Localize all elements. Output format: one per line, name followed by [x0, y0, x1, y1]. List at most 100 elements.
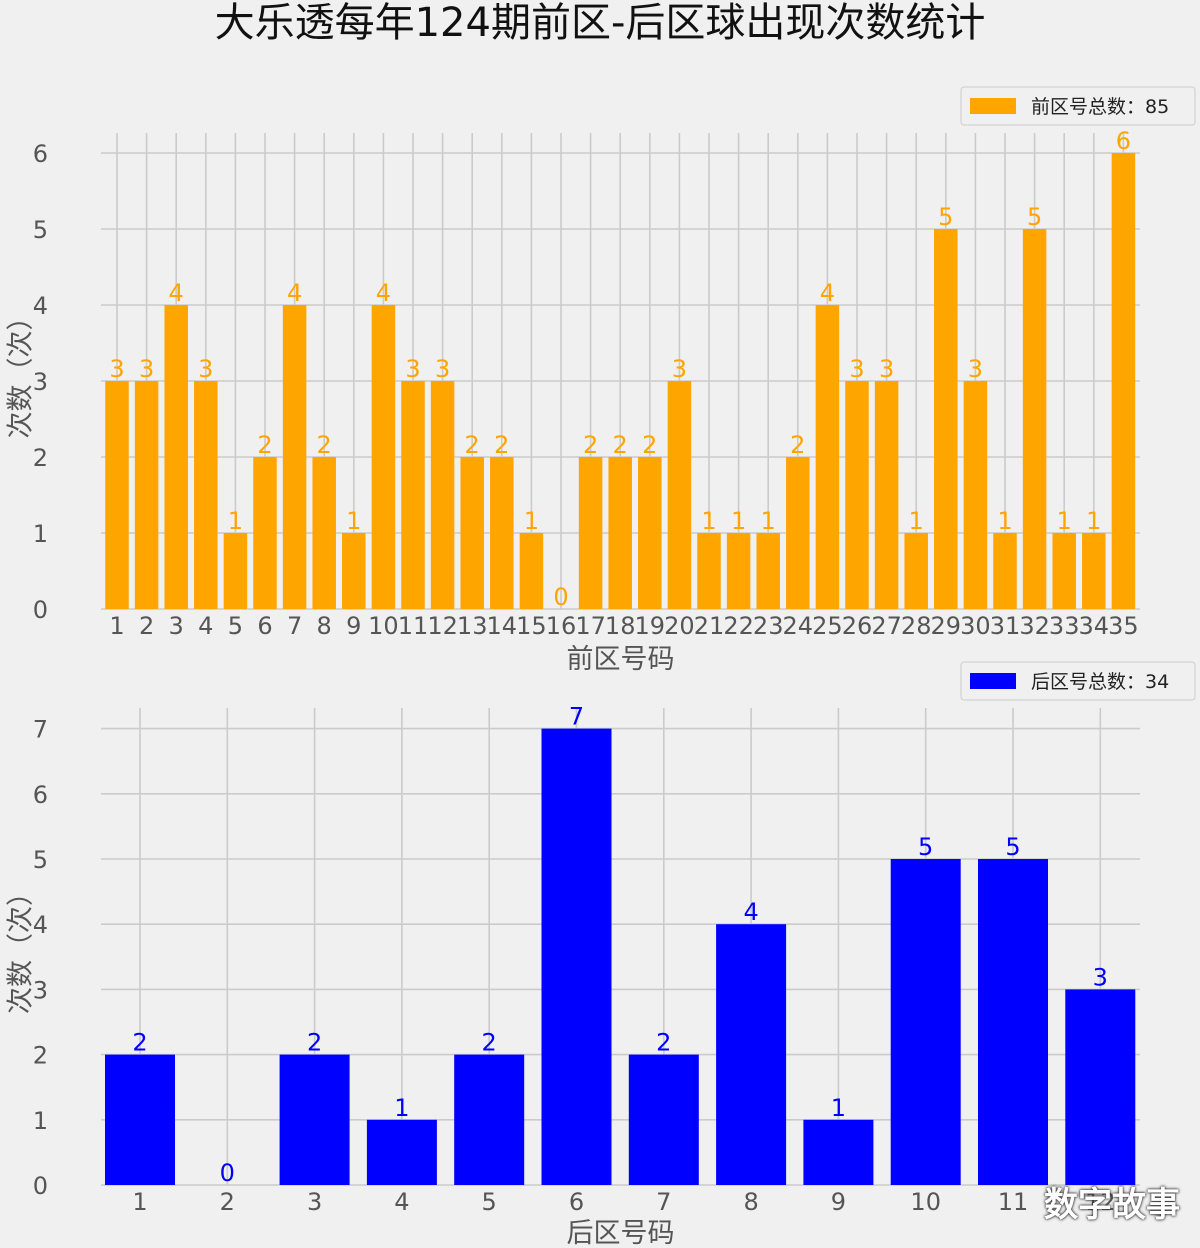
- bar: [134, 381, 159, 609]
- watermark: 数字故事: [1044, 1185, 1180, 1225]
- bar: [1022, 229, 1047, 609]
- x-tick-label: 32: [1019, 612, 1050, 640]
- y-tick-label: 3: [33, 368, 48, 396]
- x-tick-label: 11: [398, 612, 429, 640]
- bar-value-label: 2: [642, 431, 657, 459]
- bar-value-label: 1: [524, 507, 539, 535]
- bar: [105, 381, 129, 609]
- bar: [454, 1054, 525, 1185]
- bar-value-label: 2: [583, 431, 598, 459]
- x-tick-label: 25: [812, 612, 843, 640]
- bar-value-label: 4: [376, 279, 391, 307]
- x-tick-label: 34: [1079, 612, 1110, 640]
- x-tick-label: 4: [198, 612, 213, 640]
- bar-value-label: 1: [997, 507, 1012, 535]
- bar: [519, 533, 544, 609]
- bar-value-label: 3: [198, 355, 213, 383]
- bar: [366, 1119, 437, 1185]
- y-tick-label: 3: [33, 976, 48, 1004]
- bar: [430, 381, 455, 609]
- bar: [223, 533, 248, 609]
- y-tick-label: 4: [33, 292, 48, 320]
- bar: [716, 924, 787, 1185]
- x-tick-label: 11: [998, 1188, 1029, 1216]
- x-tick-label: 30: [960, 612, 991, 640]
- x-tick-label: 1: [132, 1188, 147, 1216]
- bar: [164, 305, 188, 609]
- bar-value-label: 3: [879, 355, 894, 383]
- x-tick-label: 10: [910, 1188, 941, 1216]
- bar: [608, 457, 632, 609]
- x-tick-label: 17: [575, 612, 606, 640]
- bar-value-label: 4: [169, 279, 184, 307]
- x-tick-label: 1: [109, 612, 124, 640]
- x-tick-label: 8: [743, 1188, 758, 1216]
- bar: [978, 859, 1048, 1185]
- legend-swatch: [970, 98, 1016, 114]
- x-tick-label: 33: [1049, 612, 1080, 640]
- bar-value-label: 5: [938, 203, 953, 231]
- bar: [1111, 153, 1136, 609]
- bar-value-label: 1: [761, 507, 776, 535]
- bar: [312, 457, 336, 609]
- bar: [628, 1054, 699, 1185]
- bar-value-label: 7: [569, 703, 584, 731]
- x-tick-label: 12: [1085, 1188, 1116, 1216]
- bar-value-label: 0: [553, 583, 568, 611]
- x-tick-label: 23: [753, 612, 784, 640]
- x-tick-label: 28: [901, 612, 932, 640]
- bar: [490, 457, 514, 609]
- bar-value-label: 2: [317, 431, 332, 459]
- y-tick-label: 6: [33, 781, 48, 809]
- x-tick-label: 14: [487, 612, 518, 640]
- bar: [993, 533, 1017, 609]
- bar: [1065, 989, 1136, 1185]
- bar: [963, 381, 988, 609]
- bar: [460, 457, 484, 609]
- x-tick-label: 18: [605, 612, 636, 640]
- bar-value-label: 3: [672, 355, 687, 383]
- bar-value-label: 6: [1116, 127, 1131, 155]
- back-zone-chart: 01234567210223142576274819510511312后区号码次…: [6, 661, 1196, 1248]
- bar: [253, 457, 277, 609]
- bar-value-label: 5: [1005, 833, 1020, 861]
- bar-value-label: 4: [287, 279, 302, 307]
- bar-value-label: 1: [1057, 507, 1072, 535]
- bar-value-label: 1: [1086, 507, 1101, 535]
- bar-value-label: 1: [228, 507, 243, 535]
- x-tick-label: 8: [317, 612, 332, 640]
- bar: [845, 381, 869, 609]
- x-tick-label: 9: [346, 612, 361, 640]
- x-tick-label: 3: [307, 1188, 322, 1216]
- bar-value-label: 1: [346, 507, 361, 535]
- y-axis-label: 次数（次）: [6, 304, 37, 439]
- x-tick-label: 6: [569, 1188, 584, 1216]
- chart-title: 大乐透每年124期前区-后区球出现次数统计: [215, 0, 986, 46]
- x-tick-label: 5: [482, 1188, 497, 1216]
- bar-value-label: 3: [968, 355, 983, 383]
- bar: [697, 533, 721, 609]
- bar-value-label: 1: [909, 507, 924, 535]
- y-tick-label: 1: [33, 520, 48, 548]
- bar: [541, 728, 612, 1185]
- bar: [371, 305, 396, 609]
- bar-value-label: 2: [494, 431, 509, 459]
- y-tick-label: 5: [33, 846, 48, 874]
- bar: [815, 305, 840, 609]
- bar: [342, 533, 366, 609]
- y-tick-label: 2: [33, 1042, 48, 1070]
- bar: [934, 229, 958, 609]
- bar-value-label: 3: [1093, 963, 1108, 991]
- bar-value-label: 1: [394, 1094, 409, 1122]
- bar: [401, 381, 425, 609]
- x-tick-label: 2: [139, 612, 154, 640]
- bar: [1052, 533, 1076, 609]
- x-tick-label: 7: [656, 1188, 671, 1216]
- legend-swatch: [970, 673, 1016, 689]
- bar-value-label: 3: [109, 355, 124, 383]
- x-tick-label: 13: [457, 612, 488, 640]
- y-tick-label: 4: [33, 911, 48, 939]
- legend-box: [960, 86, 1196, 126]
- x-axis-label: 前区号码: [567, 644, 675, 675]
